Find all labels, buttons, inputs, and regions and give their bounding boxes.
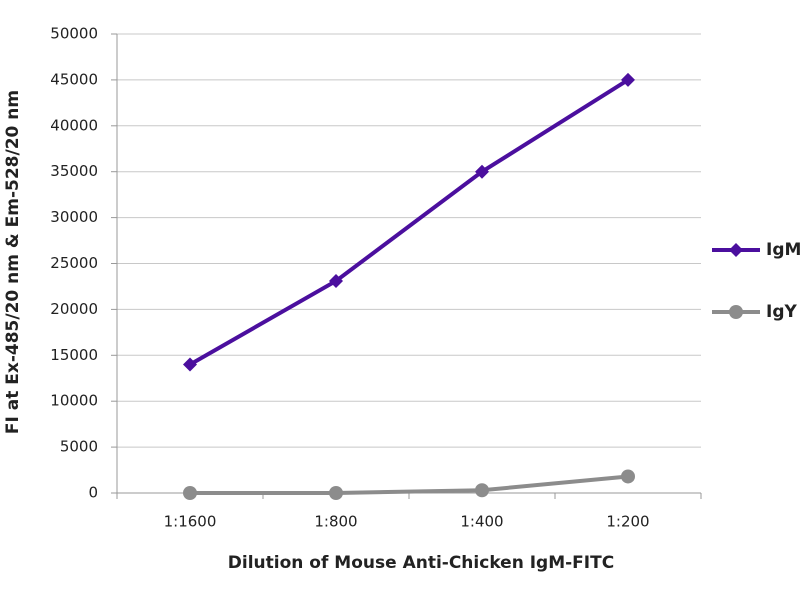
data-point (183, 486, 197, 500)
x-tick-label: 1:200 (606, 513, 649, 531)
x-tick-label: 1:1600 (164, 513, 217, 531)
legend-marker (729, 305, 743, 319)
y-tick-label: 20000 (50, 300, 98, 318)
y-tick-label: 45000 (50, 70, 98, 88)
y-tick-label: 0 (88, 484, 98, 502)
y-tick-label: 5000 (60, 438, 98, 456)
y-tick-label: 50000 (50, 25, 98, 43)
data-point (329, 273, 343, 288)
y-tick-label: 25000 (50, 254, 98, 272)
data-point (475, 164, 489, 179)
y-tick-label: 10000 (50, 392, 98, 410)
y-tick-label: 35000 (50, 162, 98, 180)
legend-label: IgY (766, 302, 797, 322)
y-tick-label: 30000 (50, 208, 98, 226)
y-tick-label: 15000 (50, 346, 98, 364)
x-tick-label: 1:800 (314, 513, 357, 531)
legend-label: IgM (766, 240, 800, 260)
y-axis-title: FI at Ex-485/20 nm & Em-528/20 nm (3, 90, 23, 434)
data-point (329, 486, 343, 500)
legend-marker (729, 243, 743, 257)
x-axis-title: Dilution of Mouse Anti-Chicken IgM-FITC (228, 553, 614, 573)
series-line (189, 78, 630, 367)
y-tick-label: 40000 (50, 116, 98, 134)
x-tick-label: 1:400 (460, 513, 503, 531)
data-point (183, 357, 197, 372)
series-line (190, 474, 629, 495)
data-point (621, 469, 635, 484)
data-point (621, 72, 635, 87)
data-point (475, 483, 489, 498)
